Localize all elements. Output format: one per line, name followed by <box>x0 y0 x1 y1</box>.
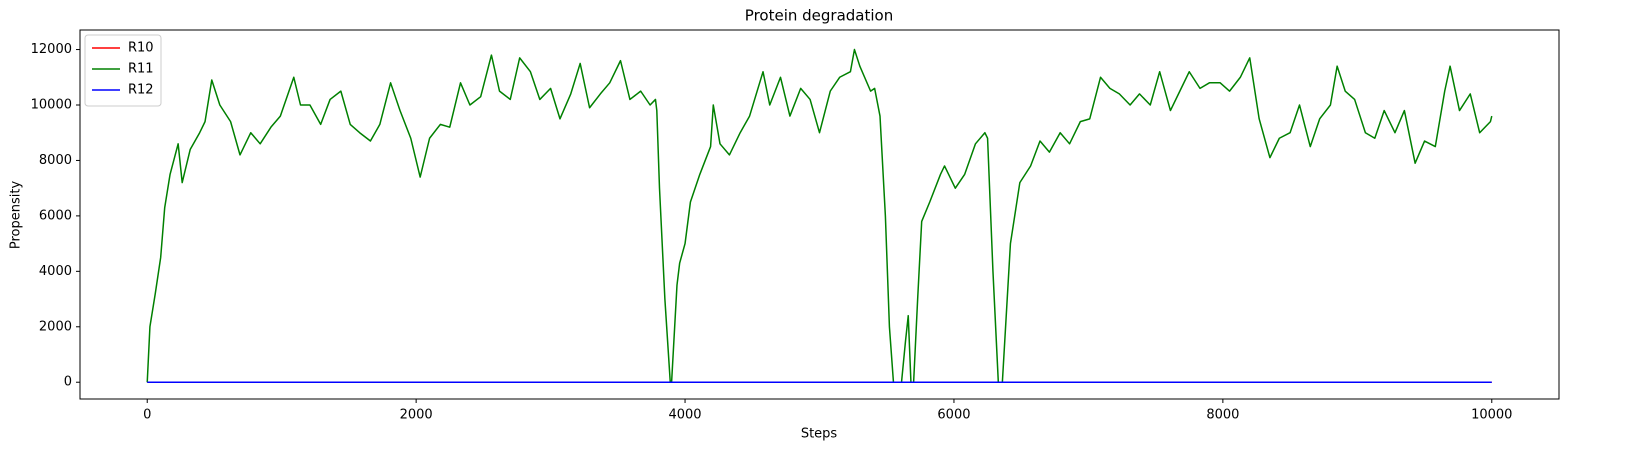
legend: R10 R11 R12 <box>84 34 162 107</box>
x-tick-label: 6000 <box>937 408 970 423</box>
axes-frame <box>79 29 1560 400</box>
x-tick-label: 0 <box>143 408 151 423</box>
x-tick-label: 8000 <box>1206 408 1239 423</box>
y-tick-label: 10000 <box>31 97 72 112</box>
y-axis-label: Propensity <box>9 181 24 250</box>
y-tick-label: 6000 <box>39 208 72 223</box>
legend-label: R11 <box>128 62 154 77</box>
legend-box <box>84 34 162 107</box>
chart-title: Protein degradation <box>745 7 893 25</box>
y-tick-label: 4000 <box>39 264 72 279</box>
x-tick-label: 2000 <box>400 408 433 423</box>
y-tick-label: 8000 <box>39 153 72 168</box>
y-tick-label: 2000 <box>39 319 72 334</box>
y-tick-label: 0 <box>64 375 72 390</box>
legend-label: R12 <box>128 83 154 98</box>
legend-label: R10 <box>128 41 154 56</box>
x-tick-label: 10000 <box>1471 408 1512 423</box>
series-line <box>146 48 1493 383</box>
x-tick-label: 4000 <box>668 408 701 423</box>
x-axis-label: Steps <box>801 427 838 442</box>
y-tick-label: 12000 <box>31 42 72 57</box>
